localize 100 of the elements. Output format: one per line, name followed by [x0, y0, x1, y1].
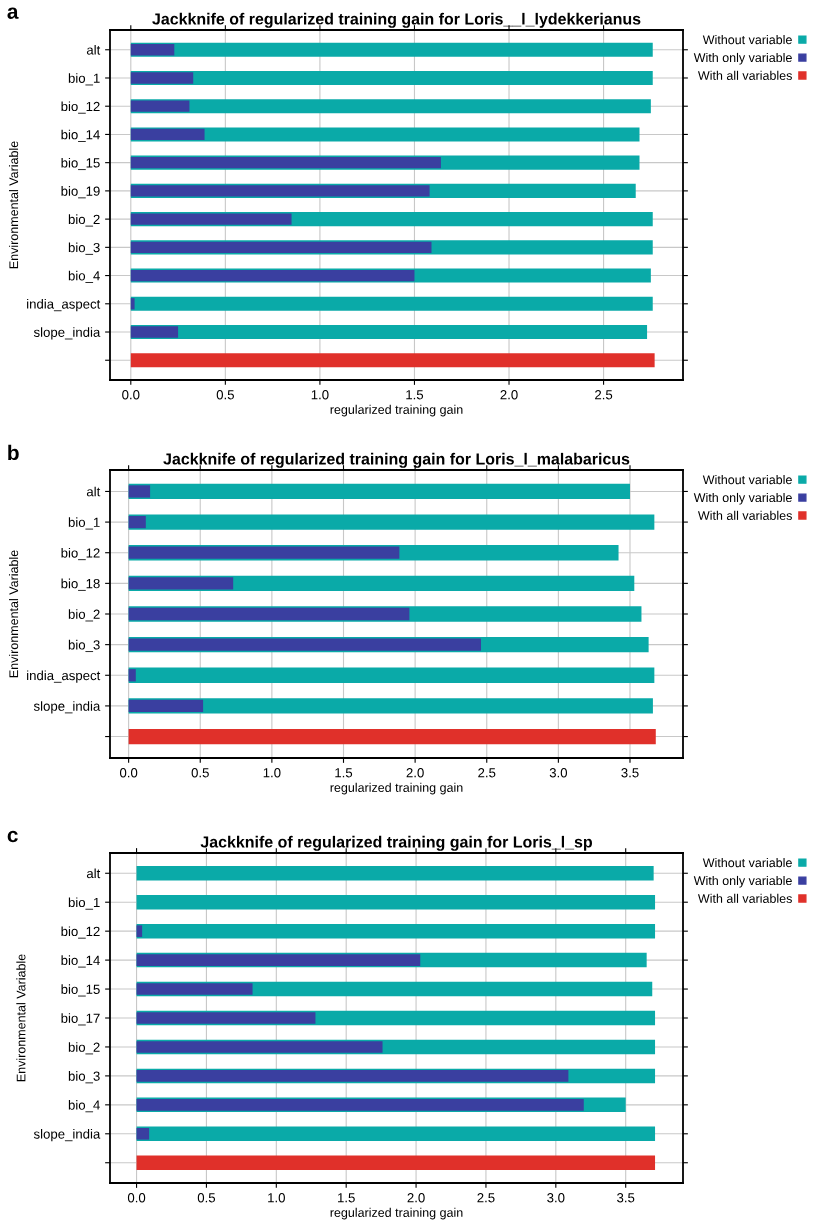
y-tick-label: bio_4 [68, 270, 100, 283]
x-tick-label: 3.5 [621, 768, 639, 778]
x-axis-title: regularized training gain [330, 1207, 463, 1220]
x-tick-label: 2.0 [500, 390, 518, 400]
bar [130, 353, 655, 368]
bar [128, 669, 136, 682]
bar [128, 483, 630, 500]
bar [136, 894, 656, 910]
y-tick-label: bio_14 [61, 955, 100, 968]
bar [128, 577, 234, 590]
x-tick-label: 2.5 [477, 1193, 495, 1203]
bar [130, 100, 190, 112]
y-tick-label: bio_3 [68, 639, 100, 653]
y-tick-label: bio_19 [61, 186, 100, 199]
y-tick-label: bio_15 [61, 984, 100, 997]
y-axis-title: Environmental Variable [8, 550, 19, 678]
bar [136, 1012, 316, 1024]
bar [136, 1070, 569, 1082]
x-axis-title: regularized training gain [330, 404, 463, 417]
bar [136, 1126, 656, 1142]
legend-label: Without variable [702, 475, 792, 485]
x-tick-label: 0.5 [197, 1193, 216, 1203]
y-tick-label: bio_12 [61, 101, 100, 114]
x-tick-label: 0.0 [122, 390, 140, 400]
x-tick-label: 2.5 [478, 768, 496, 778]
y-tick-label: bio_18 [61, 578, 100, 591]
bar [136, 954, 421, 966]
x-tick-label: 0.5 [191, 768, 209, 778]
x-tick-label: 3.0 [549, 768, 568, 778]
y-tick-label: bio_3 [68, 242, 100, 255]
y-tick-label: bio_1 [68, 897, 100, 910]
y-tick-label: india_aspect [27, 670, 101, 683]
y-axis-title: Environmental Variable [16, 954, 26, 1082]
bar [130, 241, 432, 253]
legend-label: With all variables [697, 510, 792, 520]
bar [136, 1099, 584, 1111]
bar [130, 99, 651, 114]
y-tick-label: bio_3 [68, 1071, 100, 1084]
y-tick-label: alt [86, 868, 101, 879]
x-tick-label: 2.5 [595, 390, 613, 400]
y-tick-label: slope_india [33, 327, 101, 340]
bar [130, 213, 292, 225]
bar [136, 1128, 150, 1140]
bar [128, 515, 146, 529]
bar [136, 983, 253, 995]
legend-label: Without variable [702, 35, 792, 45]
bar [130, 296, 653, 311]
y-tick-label: bio_14 [61, 129, 100, 142]
x-tick-label: 1.5 [406, 390, 424, 400]
bar [130, 326, 179, 338]
chart-title: Jackknife of regularized training gain for Loris__l_lydekkerianus [152, 12, 641, 28]
legend-label: With only variable [693, 875, 792, 888]
bar [130, 44, 175, 56]
x-tick-label: 0.5 [216, 390, 234, 400]
x-tick-label: 1.0 [263, 768, 281, 778]
bar [128, 514, 655, 530]
y-tick-label: bio_17 [61, 1013, 100, 1026]
bar [130, 128, 205, 141]
x-tick-label: 1.5 [338, 1193, 355, 1203]
x-tick-label: 1.0 [268, 1193, 285, 1203]
y-tick-label: bio_12 [61, 926, 100, 939]
bar [130, 42, 653, 57]
bar [128, 607, 410, 621]
x-tick-label: 1.5 [335, 768, 353, 778]
chart-title: Jackknife of regularized training gain for Loris_l_sp [200, 835, 593, 851]
bar [136, 923, 656, 939]
legend-label: With all variables [697, 893, 792, 903]
bar [136, 925, 143, 937]
legend-label: With only variable [693, 492, 792, 505]
x-tick-label: 2.0 [406, 768, 424, 778]
bar [130, 157, 441, 169]
text: b [8, 444, 19, 461]
legend-label: Without variable [702, 858, 792, 868]
bar [128, 546, 400, 559]
y-tick-label: bio_2 [68, 609, 100, 622]
bar [128, 485, 151, 498]
x-tick-label: 0.0 [127, 1193, 146, 1203]
x-tick-label: 3.0 [547, 1193, 565, 1203]
x-tick-label: 1.0 [311, 390, 329, 400]
bar [130, 72, 194, 84]
bar [130, 185, 430, 197]
y-tick-label: slope_india [33, 1129, 101, 1142]
bar [136, 866, 654, 881]
y-tick-label: slope_india [33, 701, 101, 714]
legend-label: With all variables [697, 70, 792, 80]
legend-label: With only variable [693, 52, 792, 65]
y-tick-label: alt [86, 486, 101, 497]
y-tick-label: bio_12 [61, 547, 100, 561]
bar [130, 324, 648, 340]
text: c [7, 830, 18, 843]
x-axis-title: regularized training gain [330, 782, 463, 795]
y-tick-label: india_aspect [27, 299, 101, 312]
bar [136, 1041, 383, 1053]
bar [130, 269, 415, 282]
y-tick-label: bio_2 [68, 214, 100, 227]
bar [136, 1155, 656, 1170]
bar [128, 728, 656, 745]
y-tick-label: bio_2 [68, 1042, 100, 1055]
x-tick-label: 3.5 [617, 1193, 635, 1203]
text: a [7, 7, 19, 19]
